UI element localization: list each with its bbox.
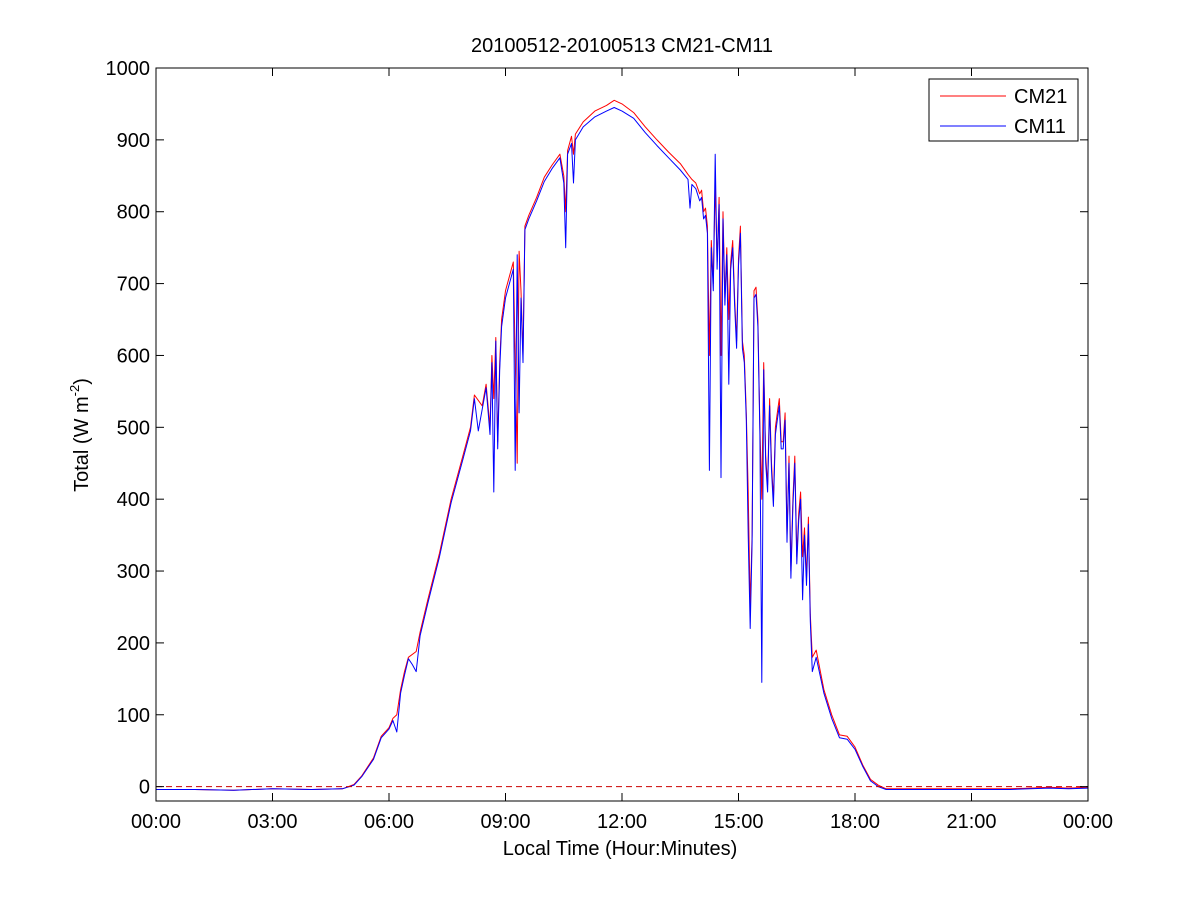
x-tick-label: 21:00 bbox=[946, 811, 996, 833]
legend: CM21 CM11 bbox=[928, 78, 1079, 142]
x-tick-label: 03:00 bbox=[247, 811, 297, 833]
legend-box bbox=[928, 78, 1079, 142]
y-axis-label-main: Total (W m bbox=[71, 396, 93, 492]
y-axis-label-superscript: -2 bbox=[67, 385, 82, 397]
series-line-cm11 bbox=[156, 107, 1089, 791]
y-axis-label-close: ) bbox=[71, 378, 93, 385]
x-tick-label: 00:00 bbox=[1063, 811, 1113, 833]
y-tick-label: 200 bbox=[117, 633, 150, 655]
y-tick-label: 600 bbox=[117, 345, 150, 367]
x-tick-label: 12:00 bbox=[597, 811, 647, 833]
x-tick-label: 18:00 bbox=[830, 811, 880, 833]
y-tick-label: 900 bbox=[117, 130, 150, 152]
x-tick-label: 00:00 bbox=[131, 811, 181, 833]
x-tick-label: 09:00 bbox=[480, 811, 530, 833]
x-axis-label: Local Time (Hour:Minutes) bbox=[503, 838, 738, 860]
y-tick-label: 400 bbox=[117, 489, 150, 511]
x-tick-label: 15:00 bbox=[713, 811, 763, 833]
plot-area bbox=[156, 68, 1088, 801]
x-axis-ticks: 00:00 03:00 06:00 09:00 12:00 15:00 18:00 21:00… bbox=[131, 68, 1113, 833]
series-layer bbox=[156, 99, 1089, 791]
y-axis-ticks: 0 100 200 300 400 500 600 700 800 900 1000 bbox=[106, 58, 1088, 799]
y-tick-label: 300 bbox=[117, 561, 150, 583]
y-tick-label: 800 bbox=[117, 202, 150, 224]
x-tick-label: 06:00 bbox=[364, 811, 414, 833]
y-tick-label: 700 bbox=[117, 274, 150, 296]
y-tick-label: 100 bbox=[117, 705, 150, 727]
y-tick-label: 1000 bbox=[106, 58, 151, 80]
y-tick-label: 500 bbox=[117, 417, 150, 439]
chart-title: 20100512-20100513 CM21-CM11 bbox=[471, 35, 773, 57]
y-axis-label: Total (W m-2) bbox=[67, 378, 93, 492]
legend-label-cm11: CM11 bbox=[1014, 116, 1066, 138]
y-tick-label: 0 bbox=[139, 777, 150, 799]
legend-label-cm21: CM21 bbox=[1014, 86, 1067, 108]
